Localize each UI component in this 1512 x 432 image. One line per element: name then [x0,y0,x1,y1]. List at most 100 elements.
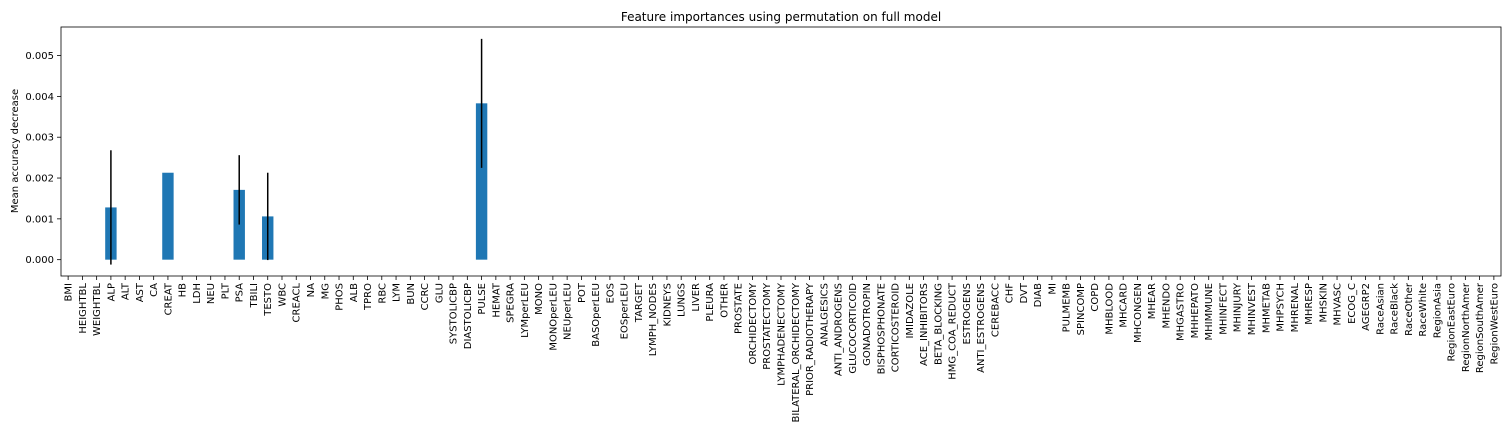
y-tick-label: 0.005 [25,51,54,62]
x-tick-label: BASOperLEU [591,283,602,347]
x-tick-label: MHEAR [1147,283,1158,319]
x-tick-label: MI [1047,283,1058,295]
y-tick-label: 0.002 [25,174,54,185]
x-tick-label: ESTROGENS [962,283,973,345]
x-tick-label: MHIMMUNE [1204,283,1215,340]
x-tick-label: MHRESP [1304,283,1315,325]
x-tick-label: ANTI_ANDROGENS [834,283,845,376]
x-tick-label: MHINFECT [1218,282,1229,335]
plot-area: 0.000 0.001 0.002 0.003 0.004 0.005 BMI HEIGHTB… [25,26,1502,423]
bar-PULSE [475,103,488,260]
bar-CREAT [162,172,174,260]
x-tick-label: CA [149,283,160,297]
x-tick-label: MHENDO [1161,283,1172,329]
x-tick-label: TPRO [363,283,374,311]
x-tick-label: OTHER [719,283,730,318]
x-tick-label: DIAB [1033,283,1044,307]
x-tick-label: ACE_INHIBITORS [919,283,930,366]
x-tick-label: TARGET [634,282,645,323]
x-tick-label: CORTICOSTEROID [891,283,902,373]
x-tick-label: HEMAT [491,282,502,318]
x-tick-label: RegionAsia [1432,283,1443,338]
x-tick-label: SPINCOMP [1076,283,1087,335]
x-tick-label: WEIGHTBL [92,283,103,336]
x-tick-label: AGEGRP2 [1361,283,1372,331]
x-tick-label: LYMPH_NODES [648,283,659,356]
x-tick-label: BETA_BLOCKING [933,283,944,365]
x-tick-label: IMIDAZOLE [905,283,916,339]
x-tick-label: HB [178,283,189,298]
x-tick-label: PROSTATECTOMY [762,282,773,370]
x-tick-label: ANTI_ESTROGENS [976,283,987,373]
x-tick-label: CHF [1005,283,1016,304]
x-tick-label: BISPHOSPHONATE [876,283,887,374]
x-tick-label: ALP [106,283,117,301]
x-tick-label: RaceAsian [1375,283,1386,335]
x-tick-label: GONADOTROPIN [862,283,873,366]
x-tick-label: LYM [392,283,403,302]
x-tick-label: ANALGESICS [819,283,830,346]
x-tick-label: ECOG_C [1347,283,1358,324]
x-tick-label: NA [306,283,317,297]
x-tick-label: PHOS [335,283,346,311]
x-tick-label: DVT [1019,282,1030,303]
x-tick-label: LYMPHADENECTOMY [777,282,788,386]
y-axis-label: Mean accuracy decrease [10,89,21,213]
x-tick-label: PLEURA [705,283,716,322]
x-tick-label: GLUCOCORTICOID [848,283,859,374]
x-tick-label: PRIOR_RADIOTHERAPY [805,282,816,396]
x-tick-label: PROSTATE [734,283,745,334]
x-tick-label: BMI [64,283,75,301]
x-tick-label: RegionNorthAmer [1461,282,1472,372]
x-tick-label: ORCHIDECTOMY [748,282,759,364]
x-tick-label: BILATERAL_ORCHIDECTOMY [791,282,802,422]
y-tick-label: 0.003 [25,133,54,144]
y-tick-label: 0.004 [25,92,54,103]
chart-title: Feature importances using permutation on… [621,10,941,24]
x-tick-label: PLT [220,282,231,299]
x-tick-label: MHHEPATO [1190,283,1201,339]
x-tick-label: RegionEastEuro [1447,283,1458,361]
x-tick-label: MHCARD [1119,283,1130,328]
x-tick-label: MHCONGEN [1133,283,1144,343]
x-tick-label: MHSKIN [1318,283,1329,322]
x-tick-label: BUN [406,283,417,305]
x-tick-label: SYSTOLICBP [449,283,460,344]
x-tick-label: CCRC [420,283,431,310]
x-tick-label: LUNGS [677,283,688,317]
x-tick-label: HMG_COA_REDUCT [948,282,959,380]
x-tick-label: MHMETAB [1261,283,1272,333]
plot-frame [60,26,1502,277]
x-tick-label: LDH [192,283,203,304]
x-tick-label: MONO [534,283,545,315]
x-tick-label: ALT [121,282,132,300]
x-tick-label: PULSE [477,283,488,315]
x-tick-label: MG [320,283,331,299]
x-tick-label: DIASTOLICBP [463,283,474,349]
x-tick-label: RaceWhite [1418,283,1429,337]
x-tick-label: CEREBACC [990,283,1001,337]
x-tick-label: EOSperLEU [620,283,631,339]
x-tick-label: MHBLOOD [1104,283,1115,335]
x-tick-label: CREACL [292,283,303,323]
x-tick-label: MONOperLEU [548,283,559,351]
y-tick-label: 0.001 [25,214,54,225]
x-tick-label: ALB [349,283,360,302]
x-tick-label: RegionWestEuro [1489,283,1500,364]
y-tick-label: 0.000 [25,255,54,266]
x-tick-label: TESTO [263,283,274,317]
x-tick-label: LYMperLEU [520,283,531,338]
x-tick-label: COPD [1090,283,1101,312]
x-tick-label: KIDNEYS [662,283,673,326]
x-tick-label: PULMEMB [1062,283,1073,332]
x-tick-label: MHINJURY [1233,282,1244,332]
x-tick-label: TBILI [249,283,260,308]
x-tick-label: NEUperLEU [563,283,574,340]
x-tick-label: GLU [434,283,445,303]
x-tick-label: AST [135,282,146,302]
x-tick-label: CREAT [163,282,174,315]
x-tick-label: HEIGHTBL [78,283,89,334]
x-tick-label: RaceBlack [1390,283,1401,335]
x-tick-label: PSA [235,283,246,303]
